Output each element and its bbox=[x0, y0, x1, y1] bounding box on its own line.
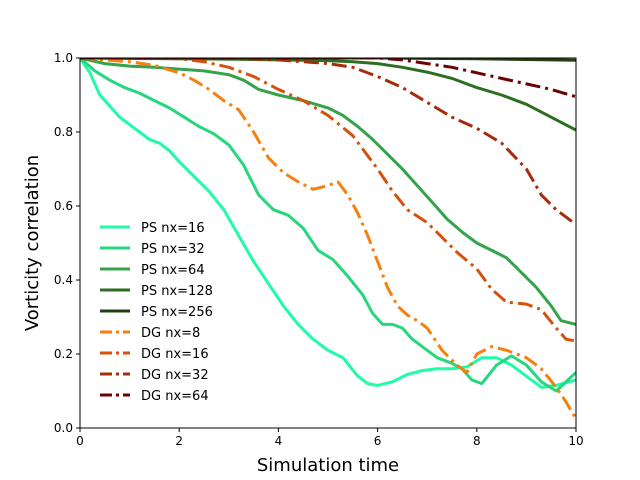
x-tick-label: 4 bbox=[275, 434, 283, 448]
x-tick-label: 10 bbox=[568, 434, 583, 448]
series-line-ps-nx-64 bbox=[80, 58, 576, 326]
y-tick-label: 0.6 bbox=[54, 199, 73, 213]
legend-label: DG nx=8 bbox=[141, 326, 200, 341]
x-tick-label: 2 bbox=[175, 434, 183, 448]
legend-label: PS nx=16 bbox=[141, 221, 205, 236]
x-axis-label: Simulation time bbox=[257, 455, 399, 476]
legend-label: PS nx=256 bbox=[141, 305, 213, 320]
x-tick-label: 8 bbox=[473, 434, 481, 448]
legend-label: PS nx=32 bbox=[141, 242, 205, 257]
y-tick-label: 0.2 bbox=[54, 347, 73, 361]
y-tick-label: 0.4 bbox=[54, 273, 73, 287]
x-tick-label: 6 bbox=[374, 434, 382, 448]
series-line-ps-nx-32 bbox=[80, 58, 576, 393]
x-axis-ticks: 0 2 4 6 8 10 bbox=[76, 428, 584, 448]
y-tick-label: 1.0 bbox=[54, 51, 73, 65]
x-tick-label: 0 bbox=[76, 434, 84, 448]
legend-label: DG nx=16 bbox=[141, 347, 209, 362]
plot-frame bbox=[79, 57, 577, 429]
series-layer bbox=[80, 58, 576, 420]
legend-label: DG nx=64 bbox=[141, 389, 209, 404]
legend-label: PS nx=128 bbox=[141, 284, 213, 299]
series-line-dg-nx-32 bbox=[80, 58, 576, 226]
y-tick-label: 0.8 bbox=[54, 125, 73, 139]
series-line-ps-nx-16 bbox=[80, 58, 576, 389]
series-line-dg-nx-64 bbox=[80, 58, 576, 99]
y-axis-label: Vorticity correlation bbox=[22, 155, 43, 331]
series-line-dg-nx-8 bbox=[80, 58, 576, 420]
y-tick-label: 0.0 bbox=[54, 421, 73, 435]
legend: PS nx=16 PS nx=32 PS nx=64 PS nx=128 PS nx=2… bbox=[100, 221, 213, 404]
series-line-dg-nx-16 bbox=[80, 58, 576, 343]
y-axis-ticks: 0.0 0.2 0.4 0.6 0.8 1.0 bbox=[54, 51, 80, 435]
series-line-ps-nx-128 bbox=[80, 58, 576, 132]
legend-label: PS nx=64 bbox=[141, 263, 205, 278]
legend-label: DG nx=32 bbox=[141, 368, 209, 383]
